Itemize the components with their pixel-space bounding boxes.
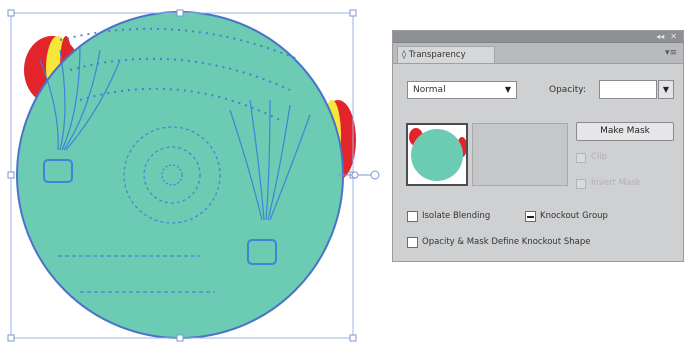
- selection-handle-bottom-right[interactable]: [349, 334, 357, 342]
- invert-mask-label: Invert Mask: [591, 178, 641, 188]
- anchor-point-icon[interactable]: [370, 170, 380, 180]
- transparency-panel: ◂◂ ✕ ◊ Transparency ▾≡ Normal ▼ Opacity:…: [392, 30, 684, 262]
- blend-mode-value: Normal: [413, 85, 446, 95]
- knockout-group-label: Knockout Group: [540, 211, 608, 221]
- thumbnail-image: [409, 128, 466, 181]
- selection-handle-top-right[interactable]: [349, 9, 357, 17]
- knockout-group-checkbox[interactable]: [525, 211, 536, 222]
- opacity-label: Opacity:: [549, 85, 586, 95]
- panel-title-bar[interactable]: ◂◂ ✕: [393, 31, 683, 43]
- artboard-canvas: [7, 9, 380, 342]
- isolate-blending-label: Isolate Blending: [422, 211, 491, 221]
- opacity-mask-knockout-checkbox[interactable]: [407, 237, 418, 248]
- tab-transparency[interactable]: ◊ Transparency: [397, 46, 495, 63]
- selection-handle-bottom-left[interactable]: [7, 334, 15, 342]
- selection-handle-left[interactable]: [7, 171, 15, 179]
- chevron-down-icon: ▼: [504, 85, 511, 94]
- opacity-mask-knockout-label: Opacity & Mask Define Knockout Shape: [422, 237, 591, 247]
- opacity-input[interactable]: [599, 80, 657, 99]
- selection-handle-bottom[interactable]: [176, 334, 184, 342]
- teal-circle-shape[interactable]: [16, 11, 344, 339]
- selection-handle-top-left[interactable]: [7, 9, 15, 17]
- clip-checkbox[interactable]: [576, 153, 586, 163]
- opacity-dropdown-button[interactable]: ▼: [658, 80, 674, 99]
- blend-mode-dropdown[interactable]: Normal ▼: [407, 81, 517, 99]
- make-mask-button[interactable]: Make Mask: [576, 122, 674, 141]
- isolate-blending-checkbox[interactable]: [407, 211, 418, 222]
- collapse-icon[interactable]: ◂◂: [656, 31, 665, 41]
- balloon-pattern: [39, 27, 311, 293]
- selection-handle-top[interactable]: [176, 9, 184, 17]
- clip-label: Clip: [591, 152, 608, 162]
- opacity-mask-thumbnail[interactable]: [472, 123, 568, 186]
- invert-mask-checkbox[interactable]: [576, 179, 586, 189]
- selection-bounding-box[interactable]: [7, 9, 380, 342]
- artwork-thumbnail[interactable]: [406, 123, 468, 186]
- panel-menu-icon[interactable]: ▾≡: [664, 48, 677, 58]
- close-icon[interactable]: ✕: [670, 31, 677, 41]
- panel-tab-row: ◊ Transparency ▾≡: [393, 43, 683, 64]
